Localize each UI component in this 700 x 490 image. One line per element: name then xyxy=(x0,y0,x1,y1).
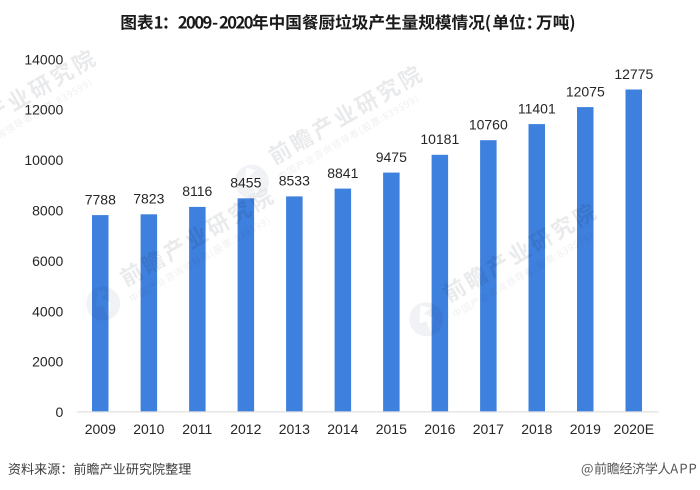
svg-text:14000: 14000 xyxy=(24,51,63,67)
svg-text:2013: 2013 xyxy=(279,421,310,437)
svg-text:8455: 8455 xyxy=(230,175,261,191)
svg-text:7823: 7823 xyxy=(133,191,164,207)
svg-text:6000: 6000 xyxy=(32,253,63,269)
svg-text:11401: 11401 xyxy=(518,100,556,116)
svg-text:0: 0 xyxy=(56,404,64,420)
svg-text:8533: 8533 xyxy=(279,173,310,189)
svg-text:2018: 2018 xyxy=(521,421,552,437)
svg-text:2020E: 2020E xyxy=(614,421,654,437)
svg-text:2010: 2010 xyxy=(133,421,164,437)
svg-text:2015: 2015 xyxy=(376,421,407,437)
svg-text:2019: 2019 xyxy=(570,421,601,437)
svg-text:8000: 8000 xyxy=(32,203,63,219)
svg-text:9475: 9475 xyxy=(376,149,407,165)
svg-text:12775: 12775 xyxy=(614,66,653,82)
svg-text:2017: 2017 xyxy=(473,421,504,437)
svg-text:2012: 2012 xyxy=(230,421,261,437)
svg-text:8841: 8841 xyxy=(327,165,358,181)
svg-text:10000: 10000 xyxy=(24,152,63,168)
svg-text:2016: 2016 xyxy=(424,421,455,437)
svg-text:4000: 4000 xyxy=(32,303,63,319)
svg-text:2014: 2014 xyxy=(327,421,358,437)
svg-text:2011: 2011 xyxy=(182,421,212,437)
svg-text:12000: 12000 xyxy=(24,102,63,118)
svg-text:7788: 7788 xyxy=(85,191,116,207)
svg-text:8116: 8116 xyxy=(182,183,212,199)
svg-text:10181: 10181 xyxy=(420,131,459,147)
svg-text:10760: 10760 xyxy=(469,117,508,133)
svg-text:2000: 2000 xyxy=(32,354,63,370)
svg-text:12075: 12075 xyxy=(566,83,605,99)
svg-text:2009: 2009 xyxy=(85,421,116,437)
